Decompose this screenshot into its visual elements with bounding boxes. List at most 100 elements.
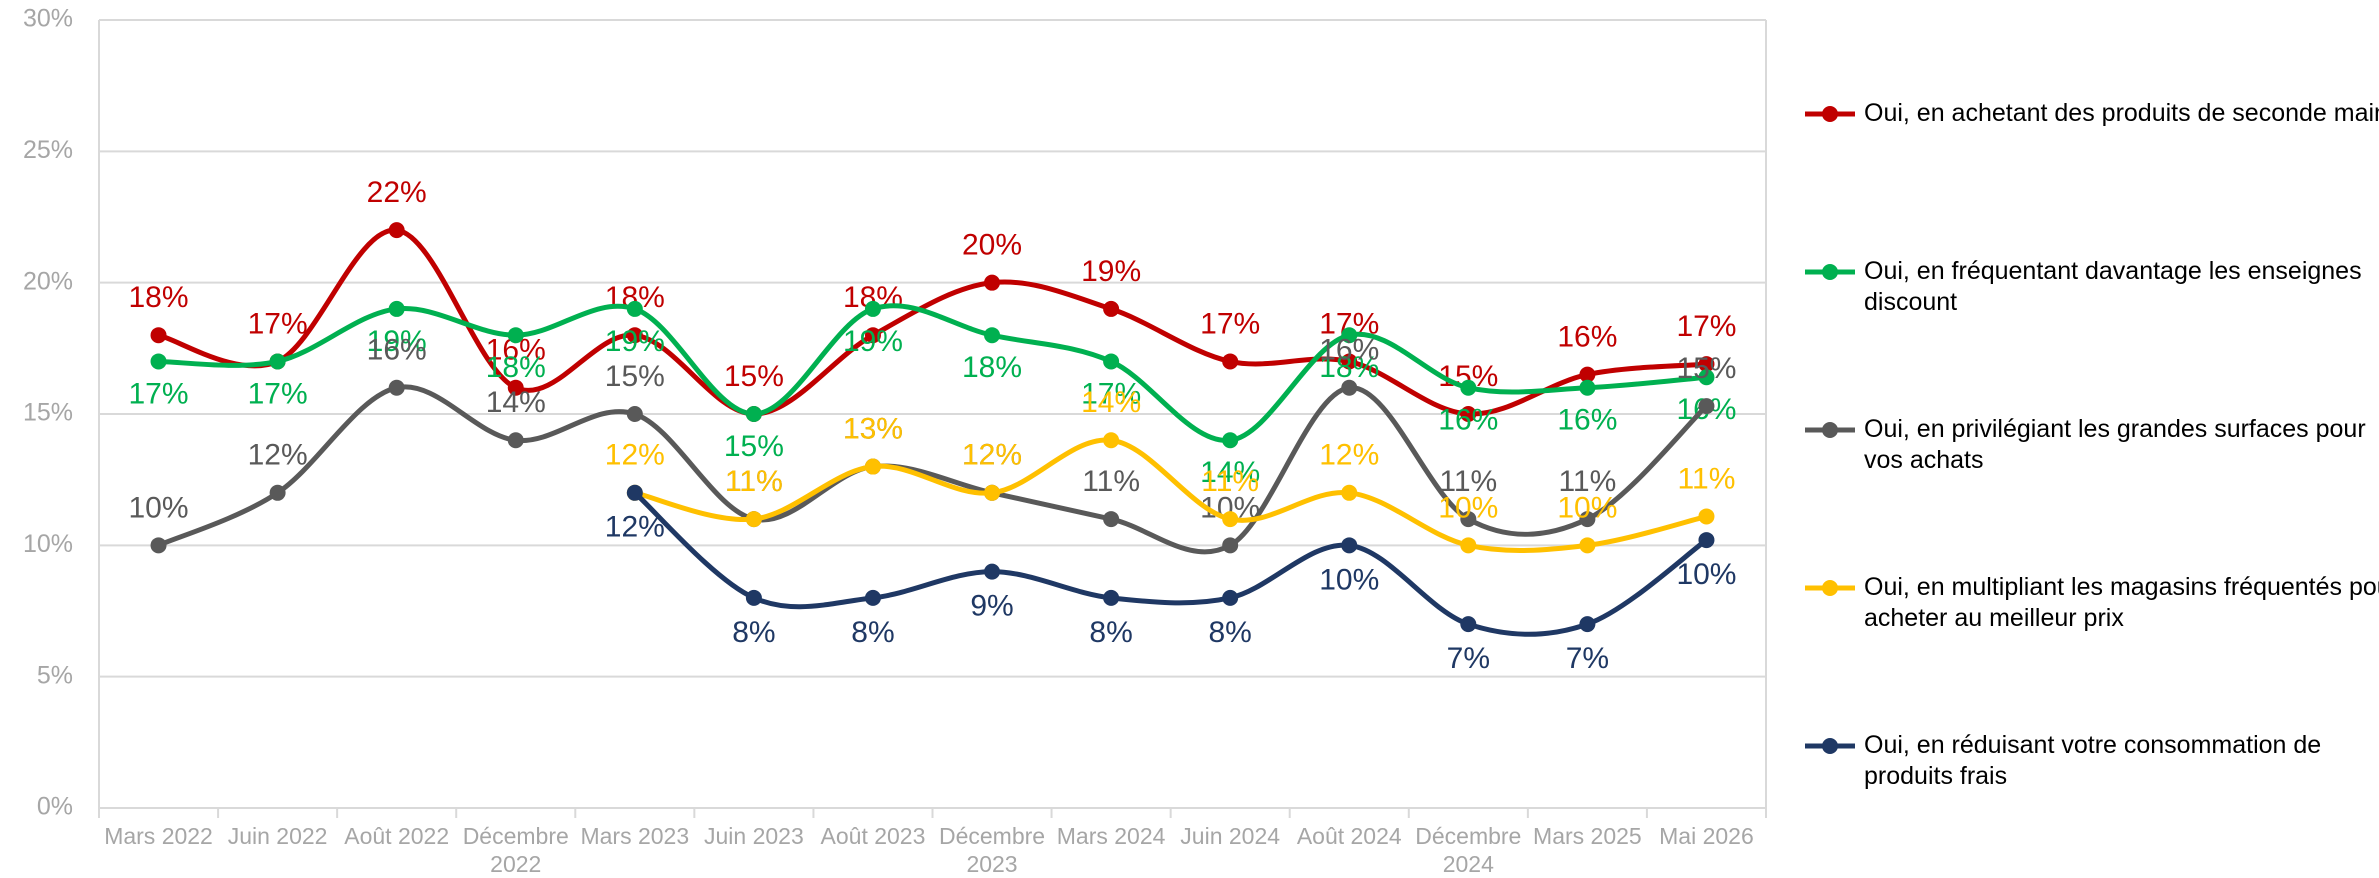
legend-marker bbox=[1822, 106, 1838, 122]
x-tick-label: Décembre 2022 bbox=[462, 823, 569, 877]
legend-label: Oui, en réduisant votre consommation de … bbox=[1864, 731, 2322, 790]
data-label: 17% bbox=[1200, 307, 1260, 340]
data-label: 17% bbox=[248, 307, 308, 340]
data-label: 16% bbox=[1557, 404, 1617, 437]
x-tick-label: Août 2024 bbox=[1296, 823, 1402, 849]
data-point bbox=[1698, 532, 1715, 549]
data-label: 10% bbox=[1438, 491, 1498, 524]
x-tick-label: Août 2022 bbox=[344, 823, 450, 849]
x-tick-label: Juin 2022 bbox=[227, 823, 328, 849]
data-point bbox=[1460, 537, 1477, 554]
legend-label: Oui, en multipliant les magasins fréquen… bbox=[1864, 573, 2379, 632]
data-point bbox=[626, 406, 643, 422]
data-label: 11% bbox=[1558, 465, 1616, 498]
data-label: 14% bbox=[1200, 456, 1260, 489]
x-tick-label: Mars 2025 bbox=[1533, 823, 1642, 849]
data-label: 19% bbox=[1081, 255, 1141, 288]
x-tick-label: Août 2023 bbox=[820, 823, 926, 849]
data-point bbox=[1103, 432, 1120, 449]
y-tick-label: 0% bbox=[37, 793, 73, 821]
data-point bbox=[269, 484, 286, 501]
data-label: 14% bbox=[1081, 386, 1141, 419]
data-point bbox=[1222, 511, 1239, 528]
data-label: 12% bbox=[248, 439, 308, 472]
data-point bbox=[1460, 511, 1477, 528]
data-label: 18% bbox=[1319, 351, 1379, 384]
x-tick-label: Décembre 2024 bbox=[1415, 823, 1522, 877]
data-point bbox=[1698, 356, 1715, 373]
data-label: 7% bbox=[1566, 642, 1609, 675]
data-point bbox=[507, 432, 524, 449]
data-point bbox=[388, 300, 405, 317]
data-label: 16% bbox=[1438, 404, 1498, 437]
data-point bbox=[1341, 379, 1358, 396]
x-tick-label: Mars 2024 bbox=[1056, 823, 1166, 849]
data-point bbox=[1579, 537, 1596, 554]
data-point bbox=[626, 300, 643, 317]
data-label: 10% bbox=[1319, 563, 1379, 596]
legend-label: Oui, en achetant des produits de seconde… bbox=[1864, 99, 2379, 127]
data-point bbox=[864, 458, 881, 475]
data-point bbox=[150, 353, 167, 370]
y-tick-label: 5% bbox=[37, 661, 73, 689]
data-point bbox=[864, 327, 881, 344]
data-point bbox=[1341, 484, 1358, 501]
data-point bbox=[150, 327, 167, 344]
data-point bbox=[1579, 366, 1596, 383]
legend-marker bbox=[1822, 422, 1838, 438]
data-point bbox=[1698, 508, 1715, 525]
data-point bbox=[507, 379, 524, 396]
x-tick-label: Juin 2023 bbox=[704, 823, 804, 849]
data-point bbox=[1222, 432, 1239, 449]
data-label: 17% bbox=[248, 377, 308, 410]
data-point bbox=[1460, 616, 1477, 633]
data-label: 20% bbox=[962, 229, 1022, 262]
y-tick-label: 20% bbox=[23, 267, 73, 295]
series-line bbox=[158, 303, 1707, 443]
data-point bbox=[507, 327, 524, 344]
x-tick-label: Mars 2022 bbox=[104, 823, 213, 849]
data-label: 17% bbox=[129, 377, 189, 410]
data-label: 11% bbox=[725, 465, 783, 498]
data-point bbox=[745, 589, 762, 606]
data-label: 11% bbox=[1082, 465, 1140, 498]
data-point bbox=[1222, 353, 1239, 370]
data-label: 22% bbox=[367, 176, 427, 209]
legend-marker bbox=[1822, 580, 1838, 596]
y-tick-label: 25% bbox=[23, 136, 73, 164]
data-label: 13% bbox=[843, 412, 903, 445]
data-label: 19% bbox=[367, 325, 427, 358]
data-point bbox=[1341, 327, 1358, 344]
data-label: 18% bbox=[129, 281, 189, 314]
data-point bbox=[1698, 398, 1715, 415]
data-label: 15% bbox=[724, 430, 784, 463]
series-line bbox=[634, 437, 1708, 554]
data-label: 11% bbox=[725, 465, 783, 498]
data-label: 16% bbox=[1319, 334, 1379, 367]
data-point bbox=[1341, 537, 1358, 554]
data-label: 15% bbox=[1676, 352, 1736, 385]
data-point bbox=[150, 537, 167, 554]
series-line bbox=[633, 490, 1708, 637]
data-point bbox=[1698, 369, 1715, 386]
data-label: 12% bbox=[962, 439, 1022, 472]
data-point bbox=[626, 484, 643, 501]
y-tick-label: 15% bbox=[23, 399, 73, 427]
data-label: 16% bbox=[367, 334, 427, 367]
data-label: 12% bbox=[605, 439, 665, 472]
legend-marker bbox=[1822, 264, 1838, 280]
data-label: 10% bbox=[129, 491, 189, 524]
data-point bbox=[984, 563, 1001, 580]
data-point bbox=[1579, 511, 1596, 528]
x-tick-label: Mars 2023 bbox=[580, 823, 690, 849]
data-label: 8% bbox=[851, 616, 894, 649]
data-label: 8% bbox=[732, 616, 775, 649]
y-tick-label: 30% bbox=[23, 5, 73, 33]
data-label: 13% bbox=[843, 412, 903, 445]
data-label: 10% bbox=[1557, 491, 1617, 524]
data-point bbox=[745, 406, 762, 422]
data-point bbox=[1341, 353, 1358, 370]
x-tick-label: Juin 2024 bbox=[1180, 823, 1281, 849]
data-label: 11% bbox=[1678, 462, 1736, 495]
